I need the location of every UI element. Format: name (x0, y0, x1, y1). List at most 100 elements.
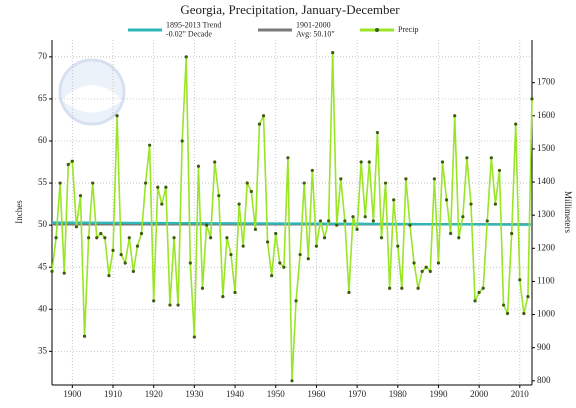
data-point (428, 269, 432, 274)
data-point (375, 130, 380, 135)
data-point (176, 303, 180, 307)
data-point (400, 286, 404, 290)
data-point (237, 202, 241, 206)
data-point (416, 286, 420, 290)
y2-tick-label: 1700 (537, 77, 556, 87)
legend-label: 1901-2000 (296, 20, 331, 29)
data-point (249, 189, 253, 194)
data-point (200, 286, 205, 290)
data-point (392, 198, 396, 202)
data-point (510, 231, 514, 236)
data-point (518, 278, 522, 282)
data-point (493, 202, 497, 206)
x-tick-label: 1920 (145, 389, 164, 399)
data-point (58, 181, 62, 185)
y-tick-label: 50 (38, 219, 48, 229)
data-point (131, 269, 135, 274)
data-point (306, 257, 310, 261)
x-tick-label: 1930 (185, 389, 204, 399)
chart-title: Georgia, Precipitation, January-December (180, 2, 400, 17)
data-point (225, 236, 229, 240)
x-tick-label: 2010 (511, 389, 530, 399)
data-point (95, 236, 99, 240)
x-tick-label: 1900 (63, 389, 82, 399)
x-tick-label: 1940 (226, 389, 245, 399)
data-point (241, 244, 245, 248)
data-point (412, 261, 416, 265)
data-point (213, 160, 217, 164)
data-point (473, 299, 477, 303)
data-point (453, 114, 457, 118)
data-point (461, 215, 465, 219)
data-point (127, 236, 131, 240)
legend-marker (375, 28, 379, 32)
data-point (139, 231, 144, 236)
data-point (152, 299, 156, 303)
data-point (148, 143, 152, 147)
data-point (78, 194, 83, 198)
legend-label: Precip (398, 25, 418, 34)
data-point (115, 114, 119, 118)
data-point (209, 236, 213, 240)
data-point (327, 219, 331, 223)
data-point (257, 122, 262, 126)
data-point (62, 271, 66, 275)
data-point (339, 177, 343, 181)
data-point (420, 269, 424, 274)
data-point (310, 168, 314, 173)
data-point (396, 244, 400, 248)
y-tick-label: 55 (38, 177, 48, 187)
x-tick-label: 2000 (470, 389, 489, 399)
x-tick-label: 1980 (389, 389, 408, 399)
data-point (432, 177, 436, 181)
data-point (119, 252, 123, 257)
data-point (355, 227, 359, 231)
data-point (172, 236, 176, 240)
data-point (233, 290, 237, 295)
data-point (261, 114, 266, 118)
data-point (229, 252, 233, 257)
data-point (457, 236, 461, 240)
data-point (66, 162, 70, 167)
data-point (74, 225, 79, 229)
data-point (363, 215, 367, 219)
data-point (302, 181, 306, 185)
data-point (331, 51, 335, 55)
data-point (501, 303, 506, 307)
y-tick-label: 70 (38, 51, 48, 61)
data-point (217, 194, 221, 198)
data-point (379, 236, 384, 240)
data-point (522, 311, 526, 316)
y2-tick-label: 1200 (537, 242, 556, 252)
data-point (253, 227, 257, 231)
y2-axis-label: Millimeters (563, 191, 573, 233)
data-point (156, 185, 160, 189)
data-point (221, 295, 225, 299)
data-point (298, 252, 302, 257)
data-point (489, 156, 493, 160)
data-point (383, 181, 388, 185)
y2-tick-label: 900 (537, 342, 551, 352)
data-point (465, 156, 469, 160)
data-point (265, 240, 270, 244)
data-point (245, 181, 249, 185)
y2-tick-label: 1600 (537, 110, 556, 120)
data-point (184, 55, 188, 59)
data-point (514, 122, 518, 126)
data-point (318, 219, 323, 223)
x-tick-label: 1960 (307, 389, 326, 399)
data-point (143, 181, 148, 185)
data-point (351, 215, 355, 219)
data-point (160, 202, 164, 206)
data-point (477, 290, 481, 295)
data-point (103, 236, 107, 240)
y-tick-label: 35 (38, 345, 48, 355)
data-point (111, 248, 115, 252)
data-point (123, 261, 127, 265)
reference-line (51, 221, 533, 226)
data-point (70, 159, 74, 163)
data-point (204, 223, 209, 227)
data-point (135, 244, 140, 248)
data-point (270, 274, 274, 278)
